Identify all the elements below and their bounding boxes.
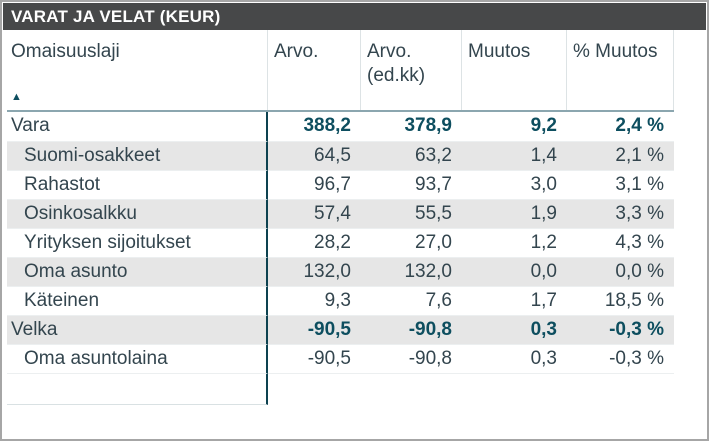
muutos-cell[interactable]: 9,2: [530, 115, 557, 136]
arvo-edkk-cell[interactable]: 55,5: [361, 199, 462, 228]
muutos-cell[interactable]: 0,3: [462, 344, 567, 373]
pct-muutos-cell[interactable]: 3,1 %: [567, 170, 674, 199]
column-header-label: Muutos: [468, 41, 531, 62]
arvo-edkk-cell[interactable]: 93,7: [361, 170, 462, 199]
muutos-cell[interactable]: 1,2: [462, 228, 567, 257]
column-header-label: % Muutos: [573, 41, 658, 62]
pct-muutos-cell[interactable]: 2,4 %: [615, 115, 664, 136]
pct-muutos-cell[interactable]: -0,3 %: [567, 315, 674, 344]
arvo-cell[interactable]: 28,2: [268, 228, 361, 257]
visual-title: VARAT JA VELAT (KEUR): [3, 3, 706, 30]
table-row: Vara 388,2 378,9 9,2 2,4 %: [7, 112, 674, 141]
arvo-edkk-cell[interactable]: 378,9: [404, 115, 452, 136]
muutos-cell[interactable]: 0,3: [462, 315, 567, 344]
arvo-edkk-cell[interactable]: 7,6: [361, 286, 462, 315]
table-row: Yrityksen sijoitukset 28,2 27,0 1,2 4,3 …: [7, 228, 674, 257]
arvo-cell[interactable]: 9,3: [268, 286, 361, 315]
table-body: Vara 388,2 378,9 9,2 2,4 % Suomi-osakkee…: [7, 112, 674, 373]
row-label-cell[interactable]: Suomi-osakkeet: [7, 141, 268, 170]
arvo-edkk-cell[interactable]: 63,2: [361, 141, 462, 170]
pct-muutos-cell[interactable]: 0,0 %: [567, 257, 674, 286]
arvo-edkk-cell[interactable]: -90,8: [361, 344, 462, 373]
arvo-edkk-cell[interactable]: -90,8: [361, 315, 462, 344]
table-row: Osinkosalkku 57,4 55,5 1,9 3,3 %: [7, 199, 674, 228]
column-header-pct-muutos[interactable]: % Muutos: [567, 30, 674, 110]
column-header-sublabel: (ed.kk): [367, 65, 426, 86]
row-label-cell[interactable]: Yrityksen sijoitukset: [7, 228, 268, 257]
table-row: Oma asunto 132,0 132,0 0,0 0,0 %: [7, 257, 674, 286]
empty-cell: [361, 373, 462, 405]
empty-cell: [567, 373, 674, 405]
arvo-cell[interactable]: 57,4: [268, 199, 361, 228]
column-header-arvo-edkk[interactable]: Arvo. (ed.kk): [361, 30, 462, 110]
muutos-cell[interactable]: 0,0: [462, 257, 567, 286]
muutos-cell[interactable]: 1,4: [462, 141, 567, 170]
row-label-cell[interactable]: Rahastot: [7, 170, 268, 199]
arvo-cell[interactable]: 64,5: [268, 141, 361, 170]
pct-muutos-cell[interactable]: 2,1 %: [567, 141, 674, 170]
row-label-cell[interactable]: Osinkosalkku: [7, 199, 268, 228]
empty-label-cell: [7, 373, 268, 405]
pct-muutos-cell[interactable]: 4,3 %: [567, 228, 674, 257]
arvo-cell[interactable]: -90,5: [268, 344, 361, 373]
table-row: Käteinen 9,3 7,6 1,7 18,5 %: [7, 286, 674, 315]
arvo-cell[interactable]: 96,7: [268, 170, 361, 199]
row-label-cell[interactable]: Oma asuntolaina: [7, 344, 268, 373]
pct-muutos-cell[interactable]: -0,3 %: [567, 344, 674, 373]
muutos-cell[interactable]: 1,9: [462, 199, 567, 228]
pct-muutos-cell[interactable]: 3,3 %: [567, 199, 674, 228]
row-label-cell[interactable]: Oma asunto: [7, 257, 268, 286]
table-row: Velka -90,5 -90,8 0,3 -0,3 %: [7, 315, 674, 344]
column-header-label: Arvo.: [274, 41, 319, 62]
column-header-arvo[interactable]: Arvo.: [268, 30, 361, 110]
column-header-omaisuuslaji[interactable]: Omaisuuslaji ▲: [7, 30, 268, 110]
column-header-muutos[interactable]: Muutos: [462, 30, 567, 110]
table-empty-row: [7, 373, 674, 405]
arvo-edkk-cell[interactable]: 27,0: [361, 228, 462, 257]
empty-cell: [462, 373, 567, 405]
arvo-cell[interactable]: 132,0: [268, 257, 361, 286]
arvo-edkk-cell[interactable]: 132,0: [361, 257, 462, 286]
empty-cell: [268, 373, 361, 405]
arvo-cell[interactable]: -90,5: [268, 315, 361, 344]
arvo-cell[interactable]: 388,2: [303, 115, 351, 136]
table-row: Rahastot 96,7 93,7 3,0 3,1 %: [7, 170, 674, 199]
row-label-cell[interactable]: Vara: [7, 112, 268, 141]
row-label-cell[interactable]: Velka: [7, 315, 268, 344]
sort-ascending-icon[interactable]: ▲: [11, 91, 22, 103]
row-label-cell[interactable]: Käteinen: [7, 286, 268, 315]
table-row: Suomi-osakkeet 64,5 63,2 1,4 2,1 %: [7, 141, 674, 170]
column-header-label: Arvo.: [367, 41, 412, 62]
table-row: Oma asuntolaina -90,5 -90,8 0,3 -0,3 %: [7, 344, 674, 373]
varat-ja-velat-table: Omaisuuslaji ▲ Arvo. Arvo. (ed.kk) Muuto…: [7, 30, 674, 405]
table-header-row: Omaisuuslaji ▲ Arvo. Arvo. (ed.kk) Muuto…: [7, 30, 674, 112]
muutos-cell[interactable]: 1,7: [462, 286, 567, 315]
column-header-label: Omaisuuslaji: [11, 41, 120, 62]
pct-muutos-cell[interactable]: 18,5 %: [567, 286, 674, 315]
muutos-cell[interactable]: 3,0: [462, 170, 567, 199]
